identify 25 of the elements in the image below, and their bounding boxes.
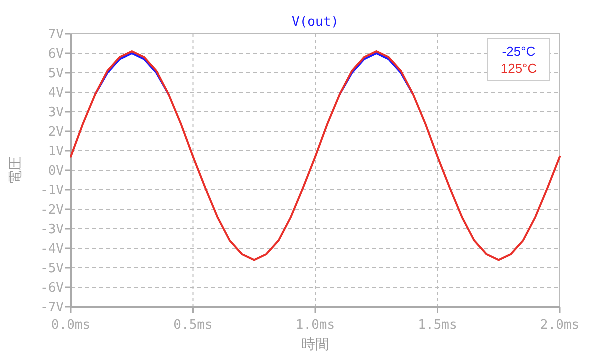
y-tick-label: 7V [48,28,64,42]
y-tick-label: -4V [40,242,64,257]
x-axis-title: 時間 [302,337,330,353]
x-tick-label: 0.5ms [174,318,213,333]
x-tick-label: 2.0ms [540,318,580,333]
y-tick-label: 1V [48,144,64,160]
y-tick-label: -5V [40,262,64,276]
y-axis-title: 電圧 [8,156,24,184]
y-tick-label: 2V [48,125,64,140]
text: 125°C [500,61,538,76]
y-tick-label: -7V [40,300,64,316]
x-tick-label: 1.5ms [418,318,458,333]
chart-title: V(out) [292,15,339,30]
y-tick-label: -6V [40,281,64,296]
x-tick-label: 1.0ms [296,318,336,333]
text: -25°C [502,44,536,59]
y-tick-label: 5V [48,66,64,82]
y-tick-label: -1V [40,184,64,198]
y-tick-label: 6V [48,47,64,62]
y-tick-label: -2V [40,203,64,218]
y-tick-label: -3V [40,222,64,238]
y-tick-label: 0V [48,164,64,179]
y-tick-label: 4V [48,86,64,101]
x-tick-label: 0.0ms [51,318,91,333]
y-tick-label: 3V [48,106,64,120]
